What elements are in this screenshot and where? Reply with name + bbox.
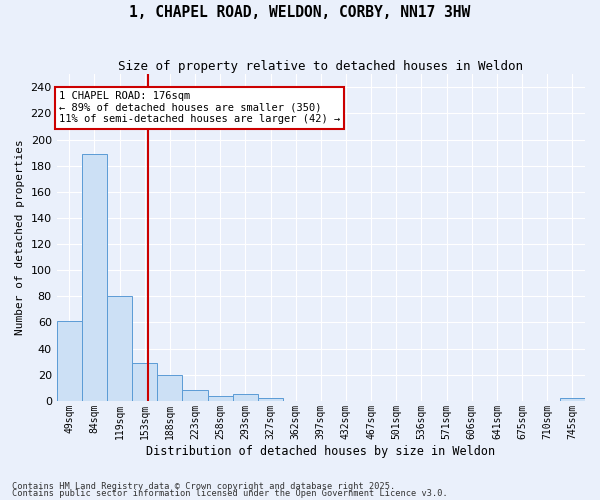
Y-axis label: Number of detached properties: Number of detached properties (15, 140, 25, 336)
Title: Size of property relative to detached houses in Weldon: Size of property relative to detached ho… (118, 60, 523, 73)
Bar (132, 363, 157, 401)
X-axis label: Distribution of detached houses by size in Weldon: Distribution of detached houses by size … (146, 444, 496, 458)
Bar (107, 296, 132, 401)
Bar (258, 398, 283, 401)
Text: Contains HM Land Registry data © Crown copyright and database right 2025.: Contains HM Land Registry data © Crown c… (12, 482, 395, 491)
Text: Contains public sector information licensed under the Open Government Licence v3: Contains public sector information licen… (12, 489, 448, 498)
Bar (182, 390, 208, 401)
Bar (560, 398, 585, 401)
Bar (233, 394, 258, 401)
Bar (157, 375, 182, 401)
Bar (56, 321, 82, 401)
Text: 1, CHAPEL ROAD, WELDON, CORBY, NN17 3HW: 1, CHAPEL ROAD, WELDON, CORBY, NN17 3HW (130, 5, 470, 20)
Bar (208, 396, 233, 401)
Text: 1 CHAPEL ROAD: 176sqm
← 89% of detached houses are smaller (350)
11% of semi-det: 1 CHAPEL ROAD: 176sqm ← 89% of detached … (59, 91, 340, 124)
Bar (82, 154, 107, 401)
